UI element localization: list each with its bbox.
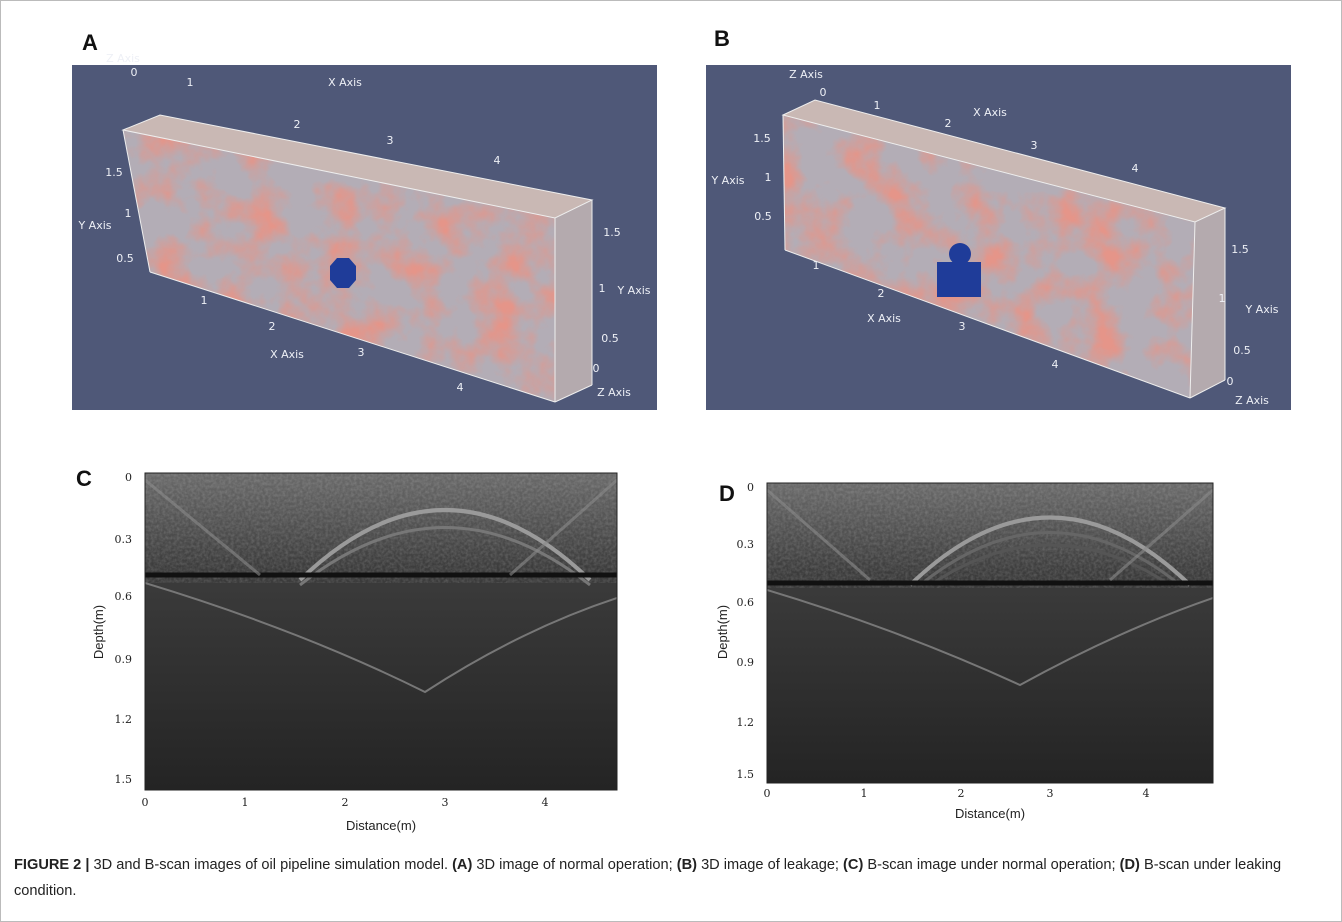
y-tick-label: 0.6 — [737, 596, 755, 609]
bscan — [145, 473, 617, 790]
axis-text: 3 — [1031, 139, 1038, 152]
page: Figure 2 {"panels":[ {"label":"A","axis_… — [0, 0, 1342, 922]
axis-text: 0 — [593, 362, 600, 375]
axis-text: 4 — [494, 154, 501, 167]
caption-run: (B) — [677, 857, 697, 873]
axis-text: 3 — [959, 320, 966, 333]
caption-run: FIGURE 2 | — [14, 857, 89, 873]
bscan-noise — [145, 473, 617, 583]
axis-text: 1 — [813, 259, 820, 272]
axis-text: 0 — [1227, 375, 1234, 388]
leak-object — [330, 258, 356, 288]
axis-text: 4 — [1052, 358, 1059, 371]
caption-run: B-scan image under normal operation; — [863, 857, 1119, 873]
x-tick-label: 0 — [764, 787, 771, 800]
axis-text: 1 — [765, 171, 772, 184]
axis-text: 0 — [820, 86, 827, 99]
caption-run: 3D and B-scan images of oil pipeline sim… — [89, 857, 452, 873]
x-axis-label: Distance(m) — [955, 806, 1025, 821]
axis-text: 2 — [269, 320, 276, 333]
y-tick-label: 0.9 — [115, 653, 133, 666]
axis-text: 1 — [125, 207, 132, 220]
caption-run: (A) — [452, 857, 472, 873]
axis-text: 4 — [457, 381, 464, 394]
axis-text: 0.5 — [116, 252, 134, 265]
x-tick-label: 4 — [1143, 787, 1150, 800]
x-tick-label: 1 — [242, 796, 249, 809]
panel-label: C — [76, 466, 92, 491]
axis-text: Z Axis — [597, 386, 631, 399]
caption-run: (D) — [1120, 857, 1140, 873]
page-body: AZ Axis01X Axis2341.51Y Axis0.512X Axis3… — [0, 0, 1342, 922]
caption-run: 3D image of normal operation; — [472, 857, 676, 873]
y-tick-label: 0 — [125, 471, 132, 484]
y-tick-label: 1.2 — [115, 713, 133, 726]
leak-object — [949, 243, 971, 265]
y-tick-label: 1.5 — [737, 768, 755, 781]
leak-plume — [937, 262, 981, 297]
x-tick-label: 2 — [342, 796, 349, 809]
panel-label: D — [719, 481, 735, 506]
y-tick-label: 0.6 — [115, 590, 133, 603]
y-tick-label: 1.5 — [115, 773, 133, 786]
x-axis-label: Distance(m) — [346, 818, 416, 833]
axis-text: Y Axis — [710, 174, 744, 187]
caption-run: (C) — [843, 857, 863, 873]
axis-text: 1 — [187, 76, 194, 89]
y-axis-label: Depth(m) — [91, 605, 106, 659]
caption: FIGURE 2 | 3D and B-scan images of oil p… — [14, 852, 1324, 904]
bscan — [767, 483, 1213, 783]
axis-text: 1.5 — [603, 226, 621, 239]
axis-text: 0.5 — [1233, 344, 1251, 357]
axis-text: 0.5 — [754, 210, 772, 223]
axis-text: 1.5 — [753, 132, 771, 145]
y-tick-label: 0 — [747, 481, 754, 494]
axis-text: X Axis — [867, 312, 901, 325]
axis-text: 1.5 — [105, 166, 123, 179]
axis-text: Y Axis — [77, 219, 111, 232]
x-tick-label: 3 — [1047, 787, 1054, 800]
axis-text: 0 — [131, 66, 138, 79]
axis-text: 1 — [201, 294, 208, 307]
axis-text: 2 — [945, 117, 952, 130]
axis-text: 0.5 — [601, 332, 619, 345]
x-tick-label: 2 — [958, 787, 965, 800]
axis-text: 3 — [358, 346, 365, 359]
panel-label: A — [82, 30, 98, 55]
axis-text: 2 — [294, 118, 301, 131]
axis-text: Y Axis — [1244, 303, 1278, 316]
axis-text: 3 — [387, 134, 394, 147]
figure: AZ Axis01X Axis2341.51Y Axis0.512X Axis3… — [0, 0, 1342, 922]
y-tick-label: 0.3 — [115, 533, 133, 546]
axis-text: 4 — [1132, 162, 1139, 175]
x-tick-label: 1 — [861, 787, 868, 800]
axis-text: X Axis — [973, 106, 1007, 119]
y-tick-label: 0.3 — [737, 538, 755, 551]
x-tick-label: 0 — [142, 796, 149, 809]
axis-text: 1.5 — [1231, 243, 1249, 256]
axis-text: 1 — [1219, 292, 1226, 305]
y-tick-label: 0.9 — [737, 656, 755, 669]
axis-text: X Axis — [270, 348, 304, 361]
y-tick-label: 1.2 — [737, 716, 755, 729]
y-axis-label: Depth(m) — [715, 605, 730, 659]
axis-text: Y Axis — [616, 284, 650, 297]
axis-text: X Axis — [328, 76, 362, 89]
caption-run: 3D image of leakage; — [697, 857, 843, 873]
panel-label: B — [714, 26, 730, 51]
axis-text: Z Axis — [789, 68, 823, 81]
box-side — [555, 200, 592, 402]
axis-text: Z Axis — [1235, 394, 1269, 407]
axis-text: 2 — [878, 287, 885, 300]
axis-text: 1 — [874, 99, 881, 112]
x-tick-label: 3 — [442, 796, 449, 809]
x-tick-label: 4 — [542, 796, 549, 809]
axis-text: 1 — [599, 282, 606, 295]
axis-text: Z Axis — [106, 52, 140, 65]
